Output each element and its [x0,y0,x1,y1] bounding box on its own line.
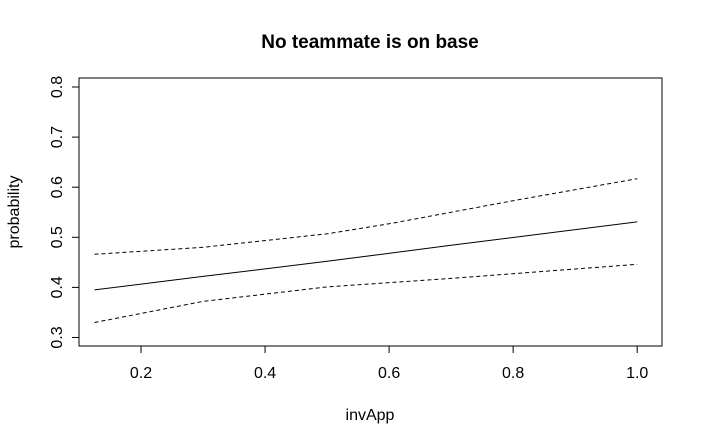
plot-frame [78,77,663,347]
chart-title: No teammate is on base [261,32,479,53]
y-tick-label: 0.3 [49,326,66,348]
x-axis: 0.2 0.4 0.6 0.8 1.0 [130,345,648,382]
x-tick-label: 0.6 [378,365,400,382]
x-tick-label: 0.4 [254,365,276,382]
y-axis-label: probability [6,176,23,249]
y-tick-label: 0.4 [49,276,66,298]
lower-bound-line [94,263,638,323]
x-axis-label: invApp [346,407,395,424]
x-tick-label: 0.8 [502,365,524,382]
y-axis: 0.3 0.4 0.5 0.6 0.7 0.8 [49,76,80,349]
x-tick-label: 1.0 [626,365,648,382]
fitted-line [94,221,638,291]
upper-bound-line [94,178,638,255]
series-lines [94,178,638,323]
y-tick-label: 0.5 [49,226,66,248]
x-tick-label: 0.2 [130,365,152,382]
y-tick-label: 0.7 [49,126,66,148]
y-tick-label: 0.8 [49,76,66,98]
y-tick-label: 0.6 [49,176,66,198]
